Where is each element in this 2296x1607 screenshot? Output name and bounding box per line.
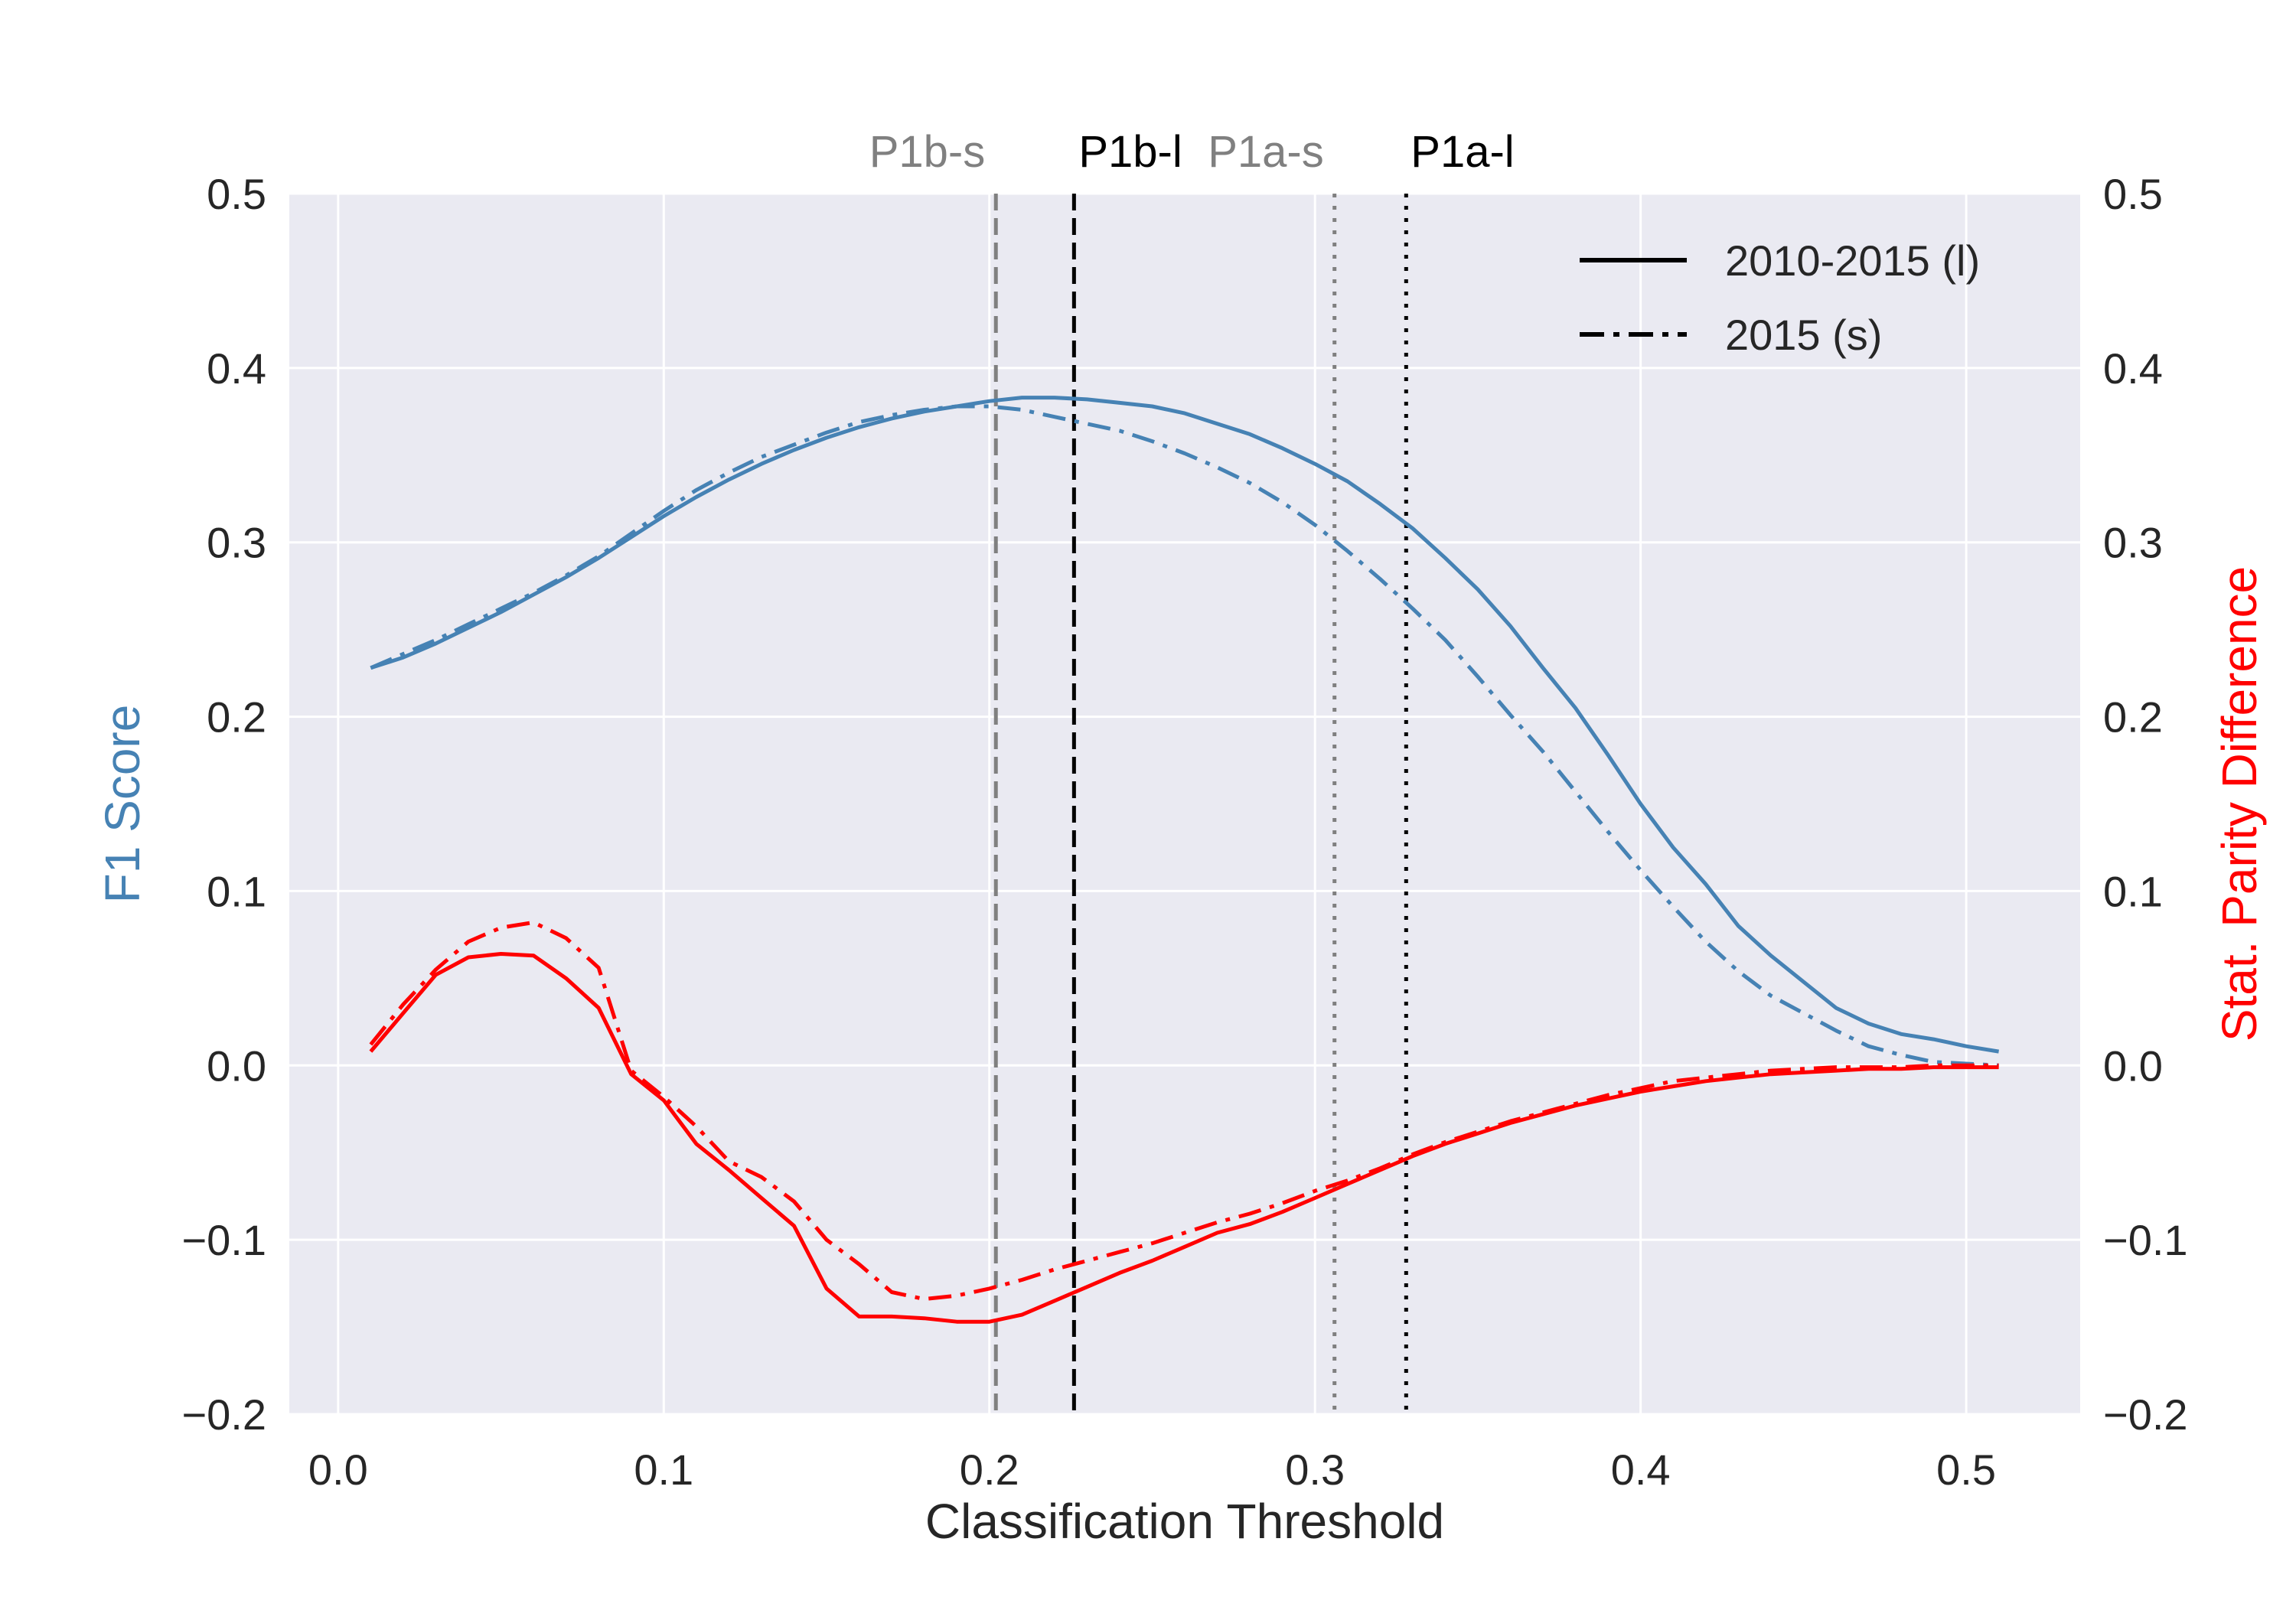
- y-left-tick-label: −0.1: [181, 1216, 266, 1264]
- threshold-label-p1a-s: P1a-s: [1208, 127, 1324, 177]
- x-tick-label: 0.0: [308, 1446, 368, 1494]
- series-f1-l: [370, 396, 2000, 1054]
- x-tick-label: 0.1: [634, 1446, 693, 1494]
- x-tick-label: 0.5: [1936, 1446, 1996, 1494]
- y-right-tick-label: −0.1: [2103, 1216, 2188, 1264]
- y-right-tick-label: 0.2: [2103, 693, 2163, 742]
- x-tick-label: 0.3: [1285, 1446, 1345, 1494]
- threshold-label-p1a-l: P1a-l: [1411, 127, 1514, 177]
- series-f1-s: [370, 404, 1999, 1068]
- series-spd-l: [369, 952, 1999, 1324]
- threshold-labels: P1b-s P1b-l P1a-s P1a-l: [869, 127, 1515, 177]
- series-lines: [369, 396, 2000, 1324]
- threshold-label-p1b-s: P1b-s: [869, 127, 986, 177]
- y-right-tick-labels: −0.2 −0.1 0.0 0.1 0.2 0.3 0.4 0.5: [2103, 170, 2188, 1439]
- legend: 2010-2015 (l) 2015 (s): [1580, 236, 1980, 359]
- y-left-tick-label: 0.4: [207, 344, 266, 393]
- series-spd-s: [369, 920, 1999, 1302]
- y-left-tick-label: −0.2: [181, 1390, 266, 1439]
- threshold-label-p1b-l: P1b-l: [1078, 127, 1182, 177]
- y-right-tick-label: 0.0: [2103, 1041, 2163, 1090]
- y-right-axis-title: Stat. Parity Difference: [2212, 566, 2267, 1041]
- y-left-tick-label: 0.2: [207, 693, 266, 742]
- grid: [289, 192, 2080, 1416]
- x-axis-title: Classification Threshold: [925, 1494, 1444, 1549]
- legend-label-0: 2010-2015 (l): [1725, 236, 1980, 285]
- legend-label-1: 2015 (s): [1725, 311, 1882, 359]
- y-right-tick-label: 0.4: [2103, 344, 2163, 393]
- x-tick-label: 0.4: [1611, 1446, 1671, 1494]
- y-left-tick-label: 0.0: [207, 1041, 266, 1090]
- plot-background: [289, 194, 2080, 1414]
- y-right-tick-label: −0.2: [2103, 1390, 2188, 1439]
- y-right-tick-label: 0.5: [2103, 170, 2163, 218]
- x-tick-labels: 0.0 0.1 0.2 0.3 0.4 0.5: [308, 1446, 1996, 1494]
- y-right-tick-label: 0.3: [2103, 519, 2163, 567]
- y-left-axis-title: F1 Score: [95, 705, 150, 904]
- y-left-tick-label: 0.3: [207, 519, 266, 567]
- x-tick-label: 0.2: [960, 1446, 1019, 1494]
- y-left-tick-labels: −0.2 −0.1 0.0 0.1 0.2 0.3 0.4 0.5: [181, 170, 266, 1439]
- y-right-tick-label: 0.1: [2103, 867, 2163, 915]
- y-left-tick-label: 0.1: [207, 867, 266, 915]
- y-left-tick-label: 0.5: [207, 170, 266, 218]
